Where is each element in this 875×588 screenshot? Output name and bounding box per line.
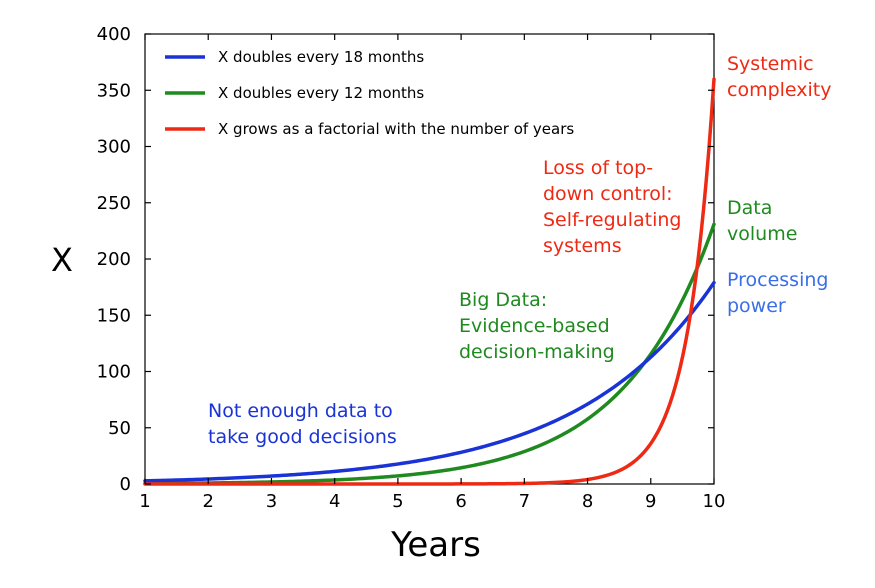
- annotation-line: down control:: [543, 183, 673, 205]
- annotation-line: Processing: [727, 269, 828, 291]
- annotation-line: volume: [727, 223, 797, 245]
- annotation: Not enough data to take good decisions: [208, 400, 397, 448]
- series-line: [143, 77, 716, 486]
- y-tick-label: 300: [97, 137, 131, 158]
- legend: X doubles every 18 months X doubles every…: [165, 48, 574, 138]
- x-tick-label: 6: [455, 491, 466, 512]
- y-tick-label: 400: [97, 24, 131, 45]
- annotation-line: power: [727, 295, 786, 317]
- x-tick-label: 9: [645, 491, 656, 512]
- annotation-line: Evidence-based: [459, 315, 610, 337]
- series-lines: [143, 77, 716, 486]
- x-tick-label: 5: [392, 491, 403, 512]
- legend-label: X doubles every 12 months: [218, 84, 424, 102]
- x-tick-label: 1: [139, 491, 150, 512]
- annotation-line: decision-making: [459, 341, 615, 363]
- y-tick-label: 150: [97, 305, 131, 326]
- annotation-line: Not enough data to: [208, 400, 393, 422]
- annotation-line: Loss of top-: [543, 157, 653, 179]
- series-line: [143, 280, 716, 483]
- x-tick-label: 4: [329, 491, 340, 512]
- x-tick-label: 2: [202, 491, 213, 512]
- annotation-line: Data: [727, 197, 772, 219]
- x-tick-label: 3: [266, 491, 277, 512]
- legend-label: X grows as a factorial with the number o…: [218, 120, 574, 138]
- annotation: Loss of top-down control: Self-regulating…: [543, 157, 681, 257]
- x-axis-ticks: 1 2 3 4 5 6 7 8 9 10: [139, 34, 725, 512]
- annotations: Not enough data to take good decisions Big…: [208, 53, 832, 448]
- y-tick-label: 100: [97, 362, 131, 383]
- y-tick-label: 50: [108, 418, 131, 439]
- annotation-line: Big Data:: [459, 289, 547, 311]
- annotation: Processing power: [727, 269, 828, 317]
- annotation-line: complexity: [727, 79, 832, 101]
- legend-label: X doubles every 18 months: [218, 48, 424, 66]
- annotation-line: Systemic: [727, 53, 814, 75]
- annotation: Data volume: [727, 197, 797, 245]
- y-tick-label: 350: [97, 80, 131, 101]
- y-axis-label: X: [51, 241, 73, 279]
- x-tick-label: 8: [582, 491, 593, 512]
- y-axis-ticks: 0 50 100 150 200 250 300 350 400: [97, 24, 714, 495]
- annotation-line: take good decisions: [208, 426, 397, 448]
- y-tick-label: 0: [120, 474, 131, 495]
- y-tick-label: 200: [97, 249, 131, 270]
- annotation-line: systems: [543, 235, 622, 257]
- y-tick-label: 250: [97, 193, 131, 214]
- x-axis-label: Years: [390, 525, 481, 565]
- x-tick-label: 7: [519, 491, 530, 512]
- annotation: Systemic complexity: [727, 53, 832, 101]
- annotation-line: Self-regulating: [543, 209, 681, 231]
- x-tick-label: 10: [703, 491, 726, 512]
- annotation: Big Data: Evidence-based decision-making: [459, 289, 615, 363]
